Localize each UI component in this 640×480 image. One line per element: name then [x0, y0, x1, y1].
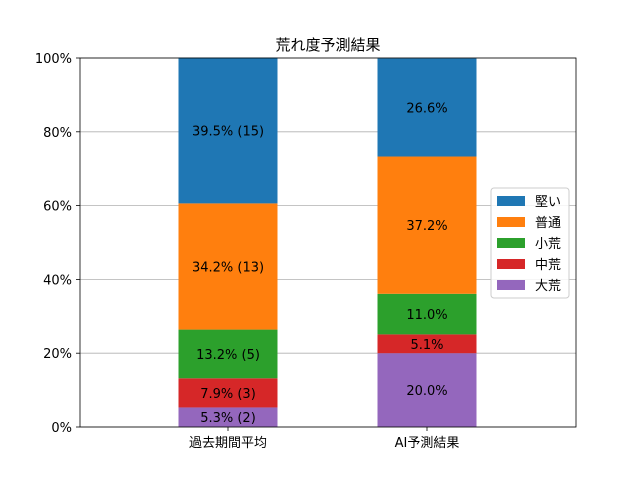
- bar-segment: [377, 58, 477, 157]
- bar-labels: 5.3% (2) 7.9% (3) 13.2% (5) 34.2% (13) 39.5%…: [192, 101, 448, 426]
- y-tick-label: 0%: [51, 421, 72, 436]
- bar-value-label: 26.6%: [406, 101, 447, 116]
- bar-segment: [178, 203, 278, 330]
- legend-swatch: [497, 217, 525, 227]
- bars: [178, 57, 477, 427]
- bar-value-label: 7.9% (3): [200, 387, 256, 402]
- bar-segment: [178, 407, 278, 427]
- bar-segment: [377, 156, 477, 294]
- bar-value-label: 13.2% (5): [196, 348, 260, 363]
- y-tick-label: 20%: [43, 347, 72, 362]
- bar-value-label: 34.2% (13): [192, 260, 264, 275]
- legend-label: 堅い: [535, 195, 561, 210]
- legend-swatch: [497, 259, 525, 269]
- bar-segment: [178, 329, 278, 379]
- bar-segment: [377, 293, 477, 335]
- chart-title: 荒れ度予測結果: [275, 36, 380, 54]
- bar-value-label: 11.0%: [406, 308, 447, 323]
- y-tick-label: 80%: [43, 126, 72, 141]
- y-tick-label: 100%: [35, 52, 72, 67]
- legend-swatch: [497, 280, 525, 290]
- plot-frame: [79, 57, 577, 428]
- legend-label: 中荒: [535, 258, 561, 273]
- bar-segment: [377, 353, 477, 427]
- legend-label: 大荒: [535, 279, 561, 294]
- legend-box: [490, 187, 570, 299]
- bar-value-label: 37.2%: [406, 219, 447, 234]
- bar-value-label: 39.5% (15): [192, 125, 264, 140]
- legend-label: 普通: [535, 216, 561, 231]
- x-tick-label: AI予測結果: [395, 436, 460, 451]
- x-tick-label: 過去期間平均: [189, 436, 267, 451]
- legend-swatch: [497, 238, 525, 248]
- y-tick-label: 40%: [43, 273, 72, 288]
- bar-value-label: 5.3% (2): [200, 411, 256, 426]
- legend-label: 小荒: [535, 237, 561, 252]
- legend-swatch: [497, 196, 525, 206]
- bar-value-label: 5.1%: [410, 338, 443, 353]
- bar-segment: [377, 334, 477, 354]
- y-tick-label: 60%: [43, 200, 72, 215]
- bar-segment: [178, 378, 278, 408]
- bar-segment: [178, 57, 278, 204]
- axes: 0% 20% 40% 60% 80% 100% 過去期間平均 AI予測結果: [35, 52, 577, 451]
- bar-value-label: 20.0%: [406, 384, 447, 399]
